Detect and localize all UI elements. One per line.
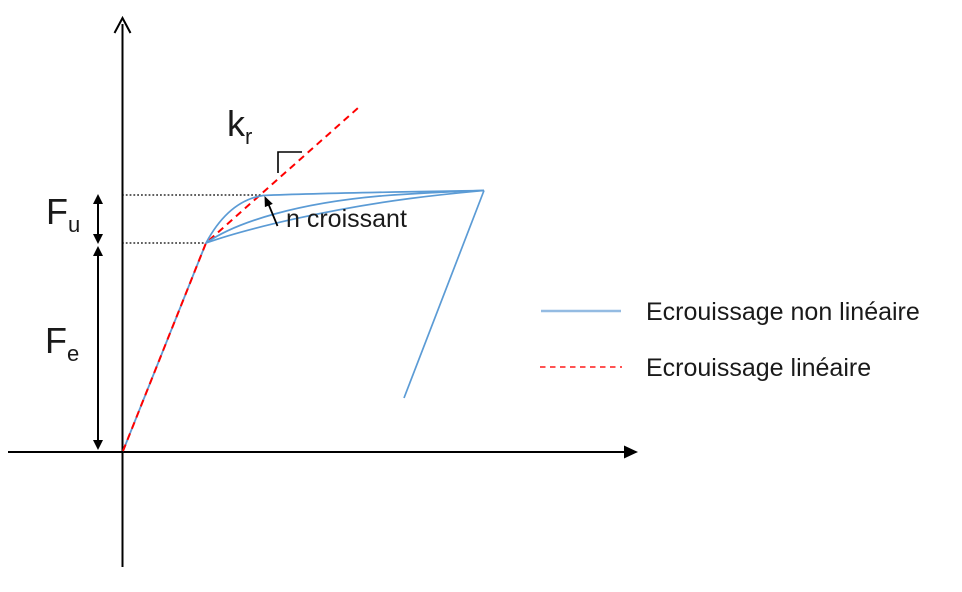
nonlinear-curve-n-small: [205, 189, 485, 244]
n-croissant-arrow: [264, 196, 279, 227]
fu-label: Fu: [46, 191, 80, 236]
fe-label-sub: e: [67, 341, 80, 367]
nonlinear-curve-n-medium: [205, 189, 485, 244]
legend-label-linear: Ecrouissage linéaire: [646, 354, 872, 382]
kr-label: kr: [227, 103, 252, 148]
kr-slope-marker: [277, 151, 302, 173]
fe-dimension-arrow: [93, 246, 103, 450]
fu-label-sub: u: [68, 212, 81, 238]
kr-label-base: k: [227, 103, 245, 144]
elastic-unloading-line: [403, 190, 485, 399]
fe-label: Fe: [45, 320, 79, 365]
n-croissant-label: n croissant: [286, 205, 407, 233]
fe-label-base: F: [45, 320, 67, 361]
fu-label-base: F: [46, 191, 68, 232]
y-axis-arrow-icon: [113, 15, 132, 34]
fu-dimension-arrow: [93, 194, 103, 244]
legend-label-nonlinear: Ecrouissage non linéaire: [646, 298, 920, 326]
nonlinear-curve-n-large: [205, 189, 485, 244]
kr-label-sub: r: [245, 124, 253, 150]
x-axis-arrow-icon: [624, 445, 638, 459]
linear-hardening-line: [122, 107, 359, 452]
